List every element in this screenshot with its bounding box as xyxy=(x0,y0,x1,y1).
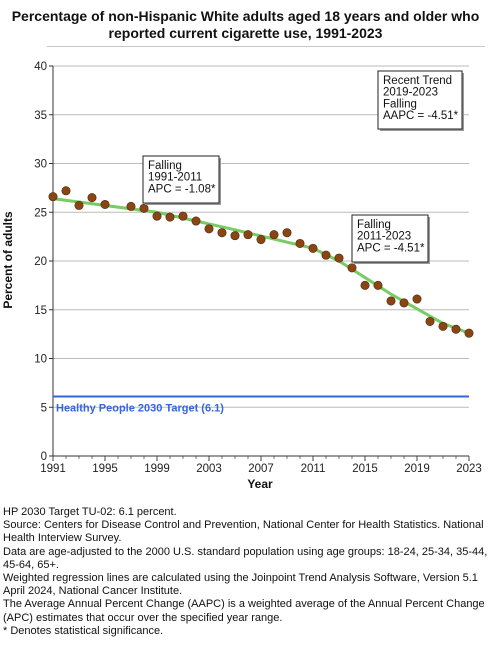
data-point xyxy=(386,296,396,306)
data-point xyxy=(139,203,149,213)
annotation-text: APC = -4.51* xyxy=(357,242,425,254)
data-point xyxy=(451,324,461,334)
data-point xyxy=(399,298,409,308)
data-point xyxy=(321,250,331,260)
y-tick-label: 30 xyxy=(34,159,47,171)
footnote-aapc: The Average Annual Percent Change (AAPC)… xyxy=(3,598,485,624)
data-point xyxy=(74,200,84,210)
annotation-text: Falling xyxy=(357,219,391,231)
grid-lines xyxy=(53,65,469,408)
target-label: Healthy People 2030 Target (6.1) xyxy=(56,403,224,415)
data-point xyxy=(165,212,175,222)
data-point xyxy=(87,193,97,203)
data-point xyxy=(191,216,201,226)
annotation-text: AAPC = -4.51* xyxy=(383,110,459,122)
x-tick-label: 2015 xyxy=(352,463,378,475)
annotation-frame xyxy=(351,214,429,263)
x-tick-label: 2011 xyxy=(301,463,326,475)
data-points xyxy=(48,186,474,338)
chart-title: Percentage of non-Hispanic White adults … xyxy=(11,8,480,41)
data-point xyxy=(373,280,383,290)
footnotes: HP 2030 Target TU-02: 6.1 percent. Sourc… xyxy=(3,506,489,638)
data-point xyxy=(100,199,110,209)
x-axis-title: Year xyxy=(247,477,273,491)
title-divider xyxy=(47,46,485,47)
data-point xyxy=(126,201,136,211)
data-point xyxy=(425,316,435,326)
data-point xyxy=(347,263,357,273)
data-point xyxy=(48,192,58,202)
data-point xyxy=(204,224,214,234)
x-tick-label: 2023 xyxy=(456,463,482,475)
data-point xyxy=(178,211,188,221)
axes: 0 5 10 15 20 25 30 35 40 1991 1995 1999 2003 2007 2011… xyxy=(34,61,482,475)
trend-line xyxy=(52,197,314,250)
y-tick-label: 5 xyxy=(41,402,47,414)
data-point xyxy=(295,238,305,248)
y-tick-label: 20 xyxy=(34,256,47,268)
data-point xyxy=(282,228,292,238)
x-tick-label: 1991 xyxy=(40,463,66,475)
chart-plot: 0 5 10 15 20 25 30 35 40 1991 1995 1999 2003 2007 2011… xyxy=(1,61,482,491)
footnote-significance: * Denotes statistical significance. xyxy=(3,624,164,637)
y-tick-label: 10 xyxy=(34,354,47,366)
y-tick-label: 0 xyxy=(41,451,47,463)
annotation-text: 2011-2023 xyxy=(357,231,411,243)
data-point xyxy=(308,243,318,253)
data-point xyxy=(152,211,162,221)
data-point xyxy=(412,294,422,304)
x-tick-label: 2007 xyxy=(248,463,274,475)
data-point xyxy=(256,235,266,245)
y-tick-label: 15 xyxy=(34,305,47,317)
footnote-source: Source: Centers for Disease Control and … xyxy=(3,519,484,545)
annotation-text: 1991-2011 xyxy=(148,172,202,184)
x-tick-label: 2003 xyxy=(196,463,222,475)
annotation-text: APC = -1.08* xyxy=(148,183,216,195)
x-tick-label: 2019 xyxy=(404,463,430,475)
annotation-frame xyxy=(377,70,463,130)
annotation-frame xyxy=(142,155,220,204)
annotation-text: Falling xyxy=(148,160,182,172)
data-point xyxy=(464,328,474,338)
footnote-age-adjust: Data are age-adjusted to the 2000 U.S. s… xyxy=(3,545,488,571)
x-tick-label: 1999 xyxy=(144,463,170,475)
data-point xyxy=(61,186,71,196)
footnote-regression: Weighted regression lines are calculated… xyxy=(3,572,478,598)
target-line-group: Healthy People 2030 Target (6.1) xyxy=(53,395,469,415)
annotation-text: 2019-2023 xyxy=(383,87,438,99)
footnote-target: HP 2030 Target TU-02: 6.1 percent. xyxy=(3,506,177,518)
annotation-text: Falling xyxy=(383,98,417,110)
x-tick-label: 1995 xyxy=(92,463,118,475)
data-point xyxy=(438,321,448,331)
annotation-text: Recent Trend xyxy=(383,75,452,87)
data-point xyxy=(230,231,240,241)
y-tick-label: 35 xyxy=(34,110,47,122)
data-point xyxy=(360,280,370,290)
data-point xyxy=(243,230,253,240)
y-tick-label: 40 xyxy=(34,61,47,73)
data-point xyxy=(334,253,344,263)
y-axis-title: Percent of adults xyxy=(1,211,15,309)
data-point xyxy=(217,228,227,238)
data-point xyxy=(269,230,279,240)
y-tick-label: 25 xyxy=(34,207,47,219)
